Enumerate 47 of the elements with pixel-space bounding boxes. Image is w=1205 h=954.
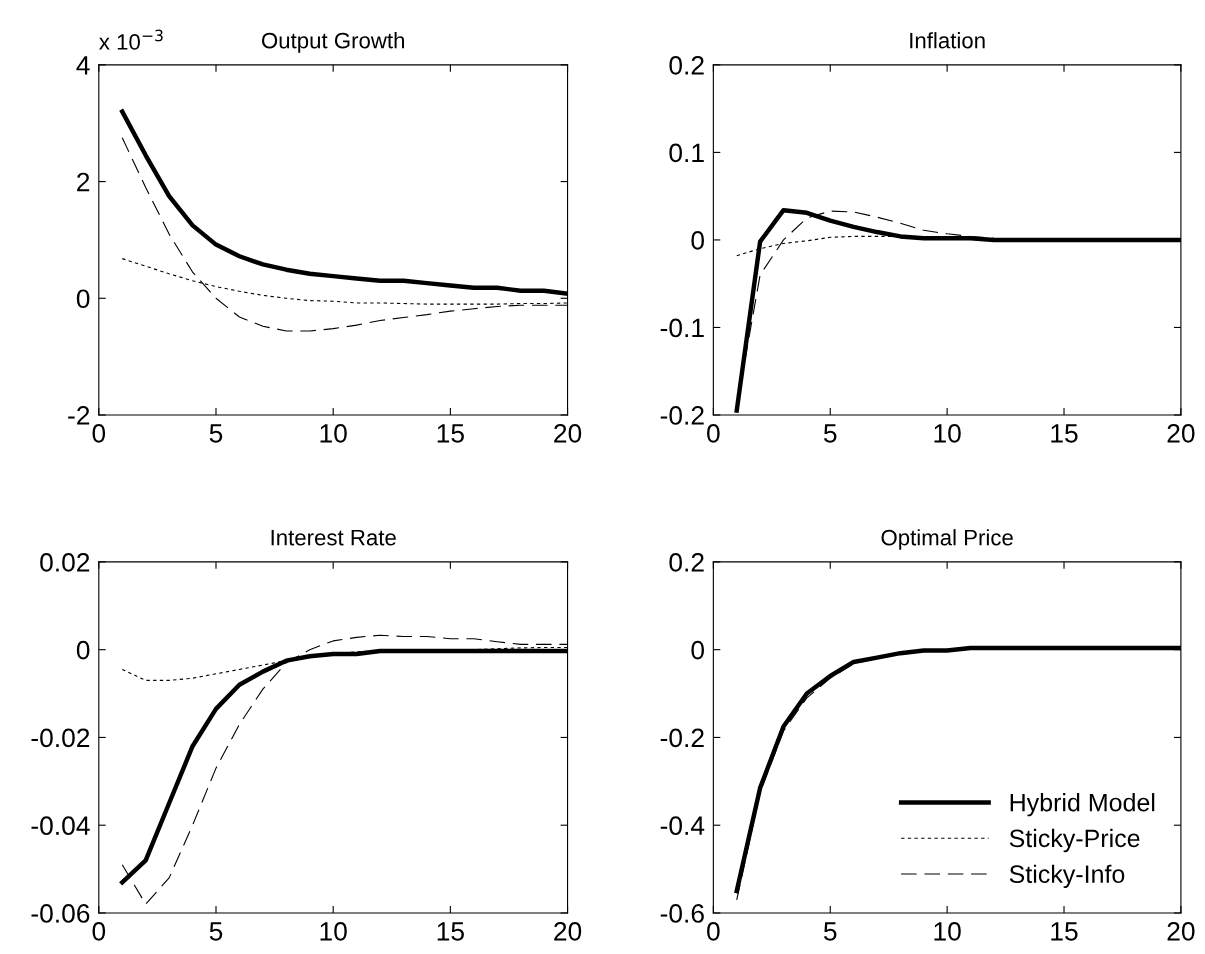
chart-title: Output Growth [261, 32, 404, 53]
x-tick-label: 0 [92, 424, 106, 443]
y-tick-label: -0.2 [660, 406, 704, 425]
y-tick-label: -0.4 [660, 816, 705, 836]
x-tick-label: 20 [554, 922, 582, 941]
y-tick-label: 0.1 [669, 143, 704, 163]
y-tick-label: 0.2 [669, 553, 704, 572]
x-tick-label: 0 [707, 424, 720, 443]
y-tick-label: 0 [691, 231, 704, 250]
chart-title: Optimal Price [881, 529, 1013, 550]
x-tick-label: 5 [823, 424, 837, 443]
y-tick-label: 4 [76, 56, 90, 75]
x-tick-label: 5 [209, 424, 223, 443]
legend-label: Sticky-Price [1009, 828, 1140, 853]
x-tick-label: 20 [1167, 922, 1195, 941]
x-tick-label: 10 [320, 424, 347, 443]
y-tick-label: -0.1 [660, 318, 704, 338]
y-tick-label: 2 [77, 172, 90, 192]
x-tick-label: 5 [823, 922, 837, 941]
x-tick-label: 10 [934, 424, 961, 443]
y-tick-label: 0.02 [40, 553, 90, 572]
y-tick-label: -0.02 [31, 728, 90, 748]
x-tick-label: 20 [1167, 424, 1195, 443]
x-tick-label: 10 [320, 922, 347, 941]
x-tick-label: 15 [437, 922, 464, 941]
y-tick-label: 0.2 [669, 56, 704, 75]
chart-title: Interest Rate [271, 529, 396, 546]
x-tick-label: 10 [934, 922, 961, 941]
y-tick-label: -0.2 [660, 728, 704, 748]
legend-label: Sticky-Info [1009, 864, 1125, 888]
y-tick-label: -2 [68, 406, 90, 425]
y-tick-label: 0 [76, 289, 90, 309]
y-tick-label: 0 [76, 640, 90, 660]
x-tick-label: 15 [1051, 922, 1078, 941]
x-tick-label: 0 [92, 922, 106, 941]
chart-title: Inflation [910, 32, 985, 49]
x-tick-label: 5 [209, 922, 223, 941]
x-tick-label: 15 [1051, 424, 1078, 443]
y-tick-label: 0 [691, 640, 704, 660]
legend-label: Hybrid Model [1010, 793, 1155, 817]
x-tick-label: 20 [554, 424, 582, 443]
text: x 10$^{−3}$ [99, 29, 163, 50]
x-tick-label: 15 [437, 424, 464, 443]
x-tick-label: 0 [707, 922, 720, 941]
y-tick-label: -0.04 [31, 816, 90, 836]
y-tick-label: -0.06 [31, 904, 90, 923]
y-tick-label: -0.6 [660, 904, 704, 923]
